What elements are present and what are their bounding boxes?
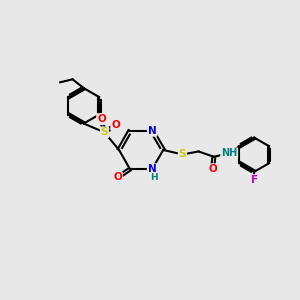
Text: S: S: [100, 127, 108, 137]
Text: H: H: [151, 173, 158, 182]
Text: O: O: [208, 164, 217, 174]
Text: O: O: [111, 120, 120, 130]
Text: O: O: [97, 114, 106, 124]
Text: N: N: [148, 126, 156, 136]
Text: F: F: [251, 175, 258, 185]
Text: NH: NH: [221, 148, 237, 158]
Text: S: S: [178, 149, 186, 159]
Text: N: N: [148, 164, 156, 174]
Text: O: O: [113, 172, 122, 182]
